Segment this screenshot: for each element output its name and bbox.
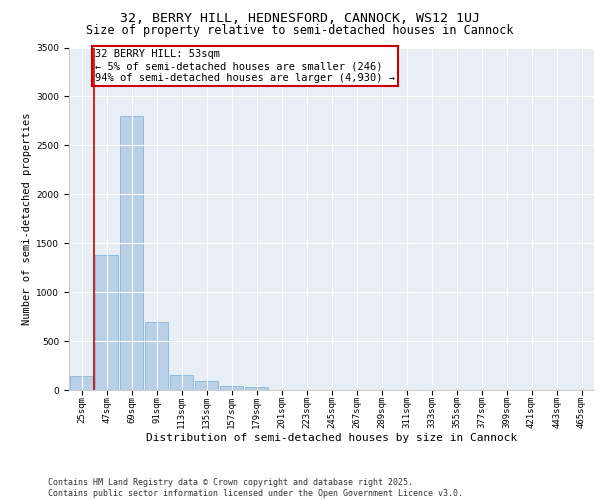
Bar [195,381,218,390]
Text: Size of property relative to semi-detached houses in Cannock: Size of property relative to semi-detach… [86,24,514,37]
Y-axis label: Number of semi-detached properties: Number of semi-detached properties [22,112,32,325]
Bar [170,375,193,390]
Bar [120,116,143,390]
Bar [145,322,168,390]
Bar [220,386,243,390]
Bar [70,376,93,390]
Bar [95,255,118,390]
X-axis label: Distribution of semi-detached houses by size in Cannock: Distribution of semi-detached houses by … [146,432,517,442]
Text: Contains HM Land Registry data © Crown copyright and database right 2025.
Contai: Contains HM Land Registry data © Crown c… [48,478,463,498]
Bar [245,387,268,390]
Text: 32, BERRY HILL, HEDNESFORD, CANNOCK, WS12 1UJ: 32, BERRY HILL, HEDNESFORD, CANNOCK, WS1… [120,12,480,26]
Text: 32 BERRY HILL: 53sqm
← 5% of semi-detached houses are smaller (246)
94% of semi-: 32 BERRY HILL: 53sqm ← 5% of semi-detach… [95,50,395,82]
